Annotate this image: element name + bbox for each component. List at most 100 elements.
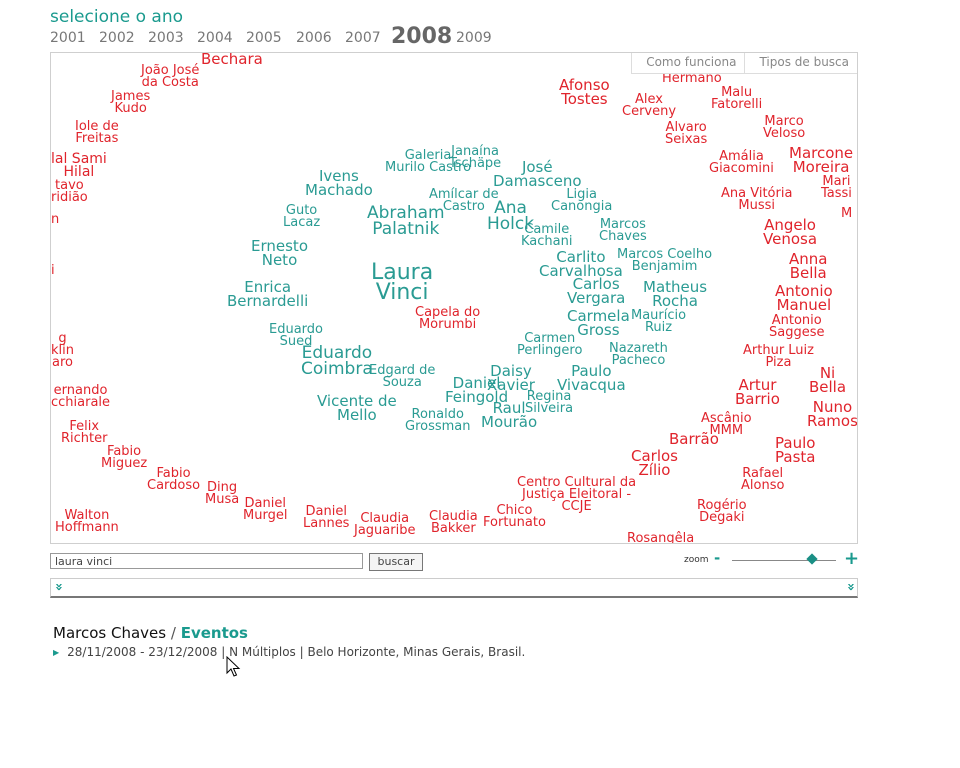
- cloud-term[interactable]: Carmen Perlingero: [517, 331, 583, 358]
- search-button[interactable]: buscar: [369, 553, 423, 571]
- cloud-term[interactable]: Ligia Canongia: [551, 187, 613, 214]
- event-item[interactable]: ▶ 28/11/2008 - 23/12/2008 | N Múltiplos |…: [53, 645, 525, 659]
- cloud-term[interactable]: Artur Barrio: [735, 376, 780, 408]
- cloud-term[interactable]: Raul Mourão: [481, 399, 538, 431]
- cloud-term[interactable]: Guto Lacaz: [283, 203, 321, 230]
- cloud-term[interactable]: Afonso Tostes: [559, 76, 610, 108]
- cloud-term[interactable]: Alvaro Seixas: [665, 120, 708, 147]
- zoom-in-icon[interactable]: +: [844, 548, 860, 569]
- cloud-term[interactable]: Marcone Moreira: [789, 144, 854, 176]
- cloud-term[interactable]: Amália Giacomini: [709, 149, 774, 176]
- year-2003[interactable]: 2003: [148, 30, 184, 46]
- cloud-term[interactable]: Marco Veloso: [763, 114, 806, 141]
- cloud-term[interactable]: Barrão: [669, 430, 719, 448]
- cloud-term[interactable]: Ana Vitória Mussi: [721, 186, 793, 213]
- year-2008-selected[interactable]: 2008: [391, 24, 453, 49]
- cloud-term[interactable]: Ding Musa: [205, 480, 240, 507]
- year-2007[interactable]: 2007: [345, 30, 381, 46]
- cloud-term[interactable]: Carmela Gross: [567, 307, 630, 339]
- cloud-term[interactable]: Paulo Vivacqua: [557, 362, 626, 394]
- artist-name[interactable]: Marcos Chaves: [53, 624, 167, 642]
- cloud-term[interactable]: Daniel Feingold: [445, 374, 509, 406]
- cloud-term[interactable]: Marcos Coelho Benjamim: [617, 247, 713, 274]
- cloud-term[interactable]: Camile Kachani: [521, 222, 573, 249]
- cloud-term[interactable]: Regina Silveira: [525, 389, 574, 416]
- cloud-term[interactable]: Capela do Morumbi: [415, 305, 481, 332]
- cloud-term[interactable]: Hermano: [662, 71, 722, 86]
- cloud-term[interactable]: Marcos Chaves: [599, 217, 647, 244]
- cloud-term[interactable]: Janaína Tschäpe: [449, 144, 502, 171]
- cloud-term[interactable]: Iole de Freitas: [75, 119, 119, 146]
- cloud-term[interactable]: Claudia Bakker: [429, 509, 478, 536]
- cloud-term[interactable]: Vicente de Mello: [317, 392, 397, 424]
- cloud-term[interactable]: Edgard de Souza: [369, 363, 436, 390]
- cloud-term[interactable]: Carlos Zílio: [631, 447, 678, 479]
- cloud-term[interactable]: g klin aro: [51, 331, 74, 370]
- cloud-term[interactable]: ernando cchiarale: [51, 383, 111, 410]
- search-input[interactable]: [50, 553, 363, 569]
- cloud-term[interactable]: Abraham Palatnik: [367, 203, 445, 239]
- year-2001[interactable]: 2001: [50, 30, 86, 46]
- cloud-term[interactable]: Carlito Carvalhosa: [539, 248, 623, 280]
- cloud-term[interactable]: Daniel Lannes: [303, 504, 350, 531]
- cloud-term[interactable]: Ivens Machado: [305, 167, 373, 199]
- cloud-term[interactable]: n: [51, 212, 60, 227]
- cloud-term[interactable]: Ni Bella: [809, 364, 847, 396]
- cloud-term[interactable]: Ana Holck: [487, 198, 535, 234]
- cloud-term[interactable]: Alex Cerveny: [622, 92, 677, 119]
- cloud-term[interactable]: Rafael Alonso: [741, 466, 785, 493]
- cloud-term[interactable]: Centro Cultural da Justiça Eleitoral - CCJ…: [517, 475, 637, 514]
- tab-tipos-de-busca[interactable]: Tipos de busca: [744, 53, 857, 73]
- zoom-slider-track[interactable]: [732, 560, 836, 561]
- year-2009[interactable]: 2009: [456, 30, 492, 46]
- cloud-term[interactable]: Ernesto Neto: [251, 237, 308, 269]
- cloud-term[interactable]: James Kudo: [111, 89, 151, 116]
- cloud-term[interactable]: Claudia Jaguaribe: [354, 511, 416, 538]
- year-2006[interactable]: 2006: [296, 30, 332, 46]
- cloud-term[interactable]: Daniel Murgel: [243, 496, 288, 523]
- cloud-term[interactable]: Bechara: [201, 52, 263, 68]
- cloud-term[interactable]: Fabio Cardoso: [147, 466, 201, 493]
- cloud-term[interactable]: Ascânio MMM: [701, 411, 752, 438]
- cloud-term[interactable]: i: [51, 263, 55, 278]
- cloud-term[interactable]: Rogério Degaki: [697, 498, 747, 525]
- cloud-term[interactable]: Walton Hoffmann: [55, 508, 119, 535]
- cloud-term[interactable]: Eduardo Coimbra: [301, 343, 373, 379]
- cloud-term[interactable]: Enrica Bernardelli: [227, 278, 309, 310]
- cloud-term[interactable]: Daisy Xavier: [487, 362, 535, 394]
- cloud-term[interactable]: Laura Vinci: [371, 260, 434, 306]
- year-2004[interactable]: 2004: [197, 30, 233, 46]
- cloud-term[interactable]: Eduardo Sued: [269, 322, 323, 349]
- cloud-term[interactable]: Fabio Miguez: [101, 444, 148, 471]
- tab-como-funciona[interactable]: Como funciona: [646, 55, 737, 69]
- year-2005[interactable]: 2005: [246, 30, 282, 46]
- cloud-term[interactable]: Nuno Ramos: [807, 398, 858, 430]
- cloud-term[interactable]: Anna Bella: [789, 250, 828, 282]
- cloud-term[interactable]: Carlos Vergara: [567, 275, 626, 307]
- cloud-term[interactable]: Felix Richter: [61, 419, 108, 446]
- chevron-down-icon[interactable]: »: [842, 582, 858, 592]
- cloud-term[interactable]: Angelo Venosa: [763, 216, 818, 248]
- cloud-term[interactable]: Ronaldo Grossman: [405, 407, 471, 434]
- cloud-term[interactable]: Amílcar de Castro: [429, 187, 499, 214]
- cloud-term[interactable]: José Damasceno: [493, 158, 582, 190]
- cloud-term[interactable]: M: [841, 206, 853, 221]
- cloud-term[interactable]: Galeria Murilo Castro: [385, 148, 472, 175]
- zoom-slider-handle[interactable]: [806, 553, 818, 565]
- cloud-term[interactable]: Mari Tassi: [821, 174, 852, 201]
- cloud-term[interactable]: Antonio Saggese: [769, 313, 825, 340]
- cloud-term[interactable]: lal Sami Hilal: [51, 151, 107, 180]
- cloud-term[interactable]: João José da Costa: [141, 63, 200, 90]
- cloud-term[interactable]: Antonio Manuel: [775, 282, 833, 314]
- cloud-term[interactable]: Nazareth Pacheco: [609, 341, 668, 368]
- cloud-term[interactable]: Paulo Pasta: [775, 434, 816, 466]
- cloud-term[interactable]: Maurício Ruiz: [631, 308, 687, 335]
- cloud-term[interactable]: Rosangêla: [627, 531, 695, 544]
- cloud-term[interactable]: Chico Fortunato: [483, 503, 546, 530]
- chevron-down-icon[interactable]: »: [51, 582, 67, 592]
- year-2002[interactable]: 2002: [99, 30, 135, 46]
- cloud-term[interactable]: Malu Fatorelli: [711, 85, 763, 112]
- cloud-term[interactable]: Arthur Luiz Piza: [743, 343, 814, 370]
- cloud-term[interactable]: Matheus Rocha: [643, 278, 708, 310]
- cloud-term[interactable]: tavo ridião: [51, 178, 88, 205]
